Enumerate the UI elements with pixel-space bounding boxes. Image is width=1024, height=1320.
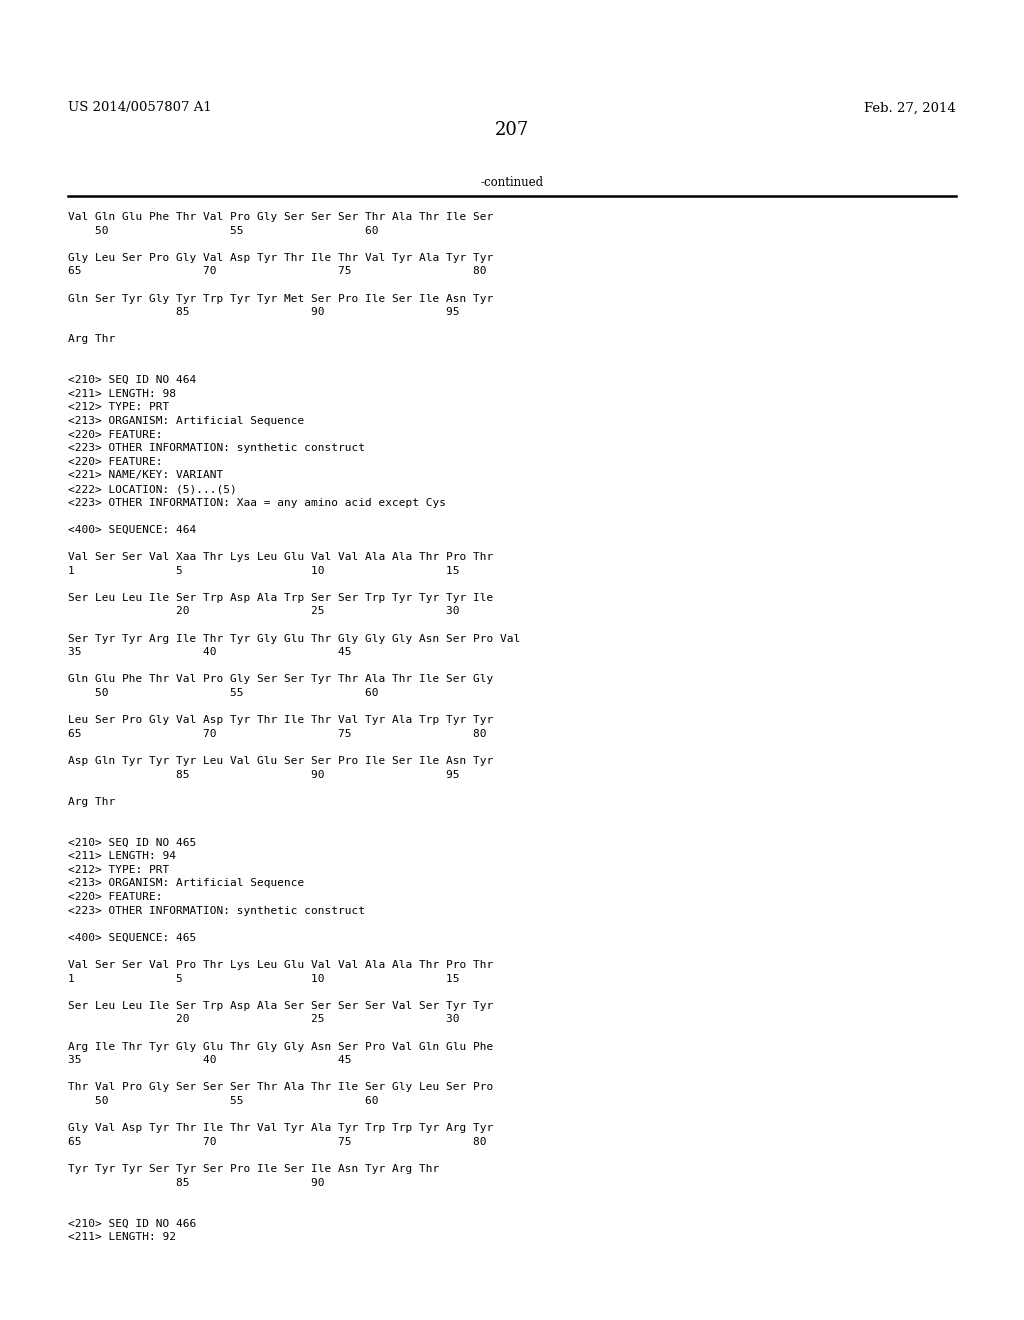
- Text: Gly Val Asp Tyr Thr Ile Thr Val Tyr Ala Tyr Trp Trp Tyr Arg Tyr: Gly Val Asp Tyr Thr Ile Thr Val Tyr Ala …: [68, 1123, 494, 1133]
- Text: 85                  90                  95: 85 90 95: [68, 308, 460, 317]
- Text: <222> LOCATION: (5)...(5): <222> LOCATION: (5)...(5): [68, 484, 237, 494]
- Text: <220> FEATURE:: <220> FEATURE:: [68, 892, 163, 902]
- Text: <223> OTHER INFORMATION: synthetic construct: <223> OTHER INFORMATION: synthetic const…: [68, 444, 365, 453]
- Text: 50                  55                  60: 50 55 60: [68, 688, 379, 698]
- Text: <211> LENGTH: 98: <211> LENGTH: 98: [68, 389, 176, 399]
- Text: 65                  70                  75                  80: 65 70 75 80: [68, 729, 486, 739]
- Text: <223> OTHER INFORMATION: synthetic construct: <223> OTHER INFORMATION: synthetic const…: [68, 906, 365, 916]
- Text: <400> SEQUENCE: 464: <400> SEQUENCE: 464: [68, 525, 197, 535]
- Text: 35                  40                  45: 35 40 45: [68, 1055, 351, 1065]
- Text: <212> TYPE: PRT: <212> TYPE: PRT: [68, 865, 169, 875]
- Text: 50                  55                  60: 50 55 60: [68, 1096, 379, 1106]
- Text: Asp Gln Tyr Tyr Tyr Leu Val Glu Ser Ser Pro Ile Ser Ile Asn Tyr: Asp Gln Tyr Tyr Tyr Leu Val Glu Ser Ser …: [68, 756, 494, 766]
- Text: US 2014/0057807 A1: US 2014/0057807 A1: [68, 102, 212, 115]
- Text: 1               5                   10                  15: 1 5 10 15: [68, 565, 460, 576]
- Text: Val Ser Ser Val Xaa Thr Lys Leu Glu Val Val Ala Ala Thr Pro Thr: Val Ser Ser Val Xaa Thr Lys Leu Glu Val …: [68, 552, 494, 562]
- Text: Arg Thr: Arg Thr: [68, 334, 116, 345]
- Text: <220> FEATURE:: <220> FEATURE:: [68, 429, 163, 440]
- Text: Gly Leu Ser Pro Gly Val Asp Tyr Thr Ile Thr Val Tyr Ala Tyr Tyr: Gly Leu Ser Pro Gly Val Asp Tyr Thr Ile …: [68, 253, 494, 263]
- Text: 20                  25                  30: 20 25 30: [68, 606, 460, 616]
- Text: <221> NAME/KEY: VARIANT: <221> NAME/KEY: VARIANT: [68, 470, 223, 480]
- Text: 85                  90: 85 90: [68, 1177, 325, 1188]
- Text: <400> SEQUENCE: 465: <400> SEQUENCE: 465: [68, 933, 197, 942]
- Text: Ser Leu Leu Ile Ser Trp Asp Ala Trp Ser Ser Trp Tyr Tyr Tyr Ile: Ser Leu Leu Ile Ser Trp Asp Ala Trp Ser …: [68, 593, 494, 603]
- Text: 20                  25                  30: 20 25 30: [68, 1014, 460, 1024]
- Text: <223> OTHER INFORMATION: Xaa = any amino acid except Cys: <223> OTHER INFORMATION: Xaa = any amino…: [68, 498, 446, 508]
- Text: Gln Ser Tyr Gly Tyr Trp Tyr Tyr Met Ser Pro Ile Ser Ile Asn Tyr: Gln Ser Tyr Gly Tyr Trp Tyr Tyr Met Ser …: [68, 293, 494, 304]
- Text: <220> FEATURE:: <220> FEATURE:: [68, 457, 163, 467]
- Text: 65                  70                  75                  80: 65 70 75 80: [68, 1137, 486, 1147]
- Text: Tyr Tyr Tyr Ser Tyr Ser Pro Ile Ser Ile Asn Tyr Arg Thr: Tyr Tyr Tyr Ser Tyr Ser Pro Ile Ser Ile …: [68, 1164, 439, 1173]
- Text: <213> ORGANISM: Artificial Sequence: <213> ORGANISM: Artificial Sequence: [68, 416, 304, 426]
- Text: Val Gln Glu Phe Thr Val Pro Gly Ser Ser Ser Thr Ala Thr Ile Ser: Val Gln Glu Phe Thr Val Pro Gly Ser Ser …: [68, 213, 494, 222]
- Text: <210> SEQ ID NO 464: <210> SEQ ID NO 464: [68, 375, 197, 385]
- Text: -continued: -continued: [480, 177, 544, 190]
- Text: 65                  70                  75                  80: 65 70 75 80: [68, 267, 486, 276]
- Text: Ser Leu Leu Ile Ser Trp Asp Ala Ser Ser Ser Ser Val Ser Tyr Tyr: Ser Leu Leu Ile Ser Trp Asp Ala Ser Ser …: [68, 1001, 494, 1011]
- Text: Gln Glu Phe Thr Val Pro Gly Ser Ser Tyr Thr Ala Thr Ile Ser Gly: Gln Glu Phe Thr Val Pro Gly Ser Ser Tyr …: [68, 675, 494, 684]
- Text: 35                  40                  45: 35 40 45: [68, 647, 351, 657]
- Text: 85                  90                  95: 85 90 95: [68, 770, 460, 780]
- Text: 207: 207: [495, 121, 529, 139]
- Text: Val Ser Ser Val Pro Thr Lys Leu Glu Val Val Ala Ala Thr Pro Thr: Val Ser Ser Val Pro Thr Lys Leu Glu Val …: [68, 960, 494, 970]
- Text: 1               5                   10                  15: 1 5 10 15: [68, 974, 460, 983]
- Text: <213> ORGANISM: Artificial Sequence: <213> ORGANISM: Artificial Sequence: [68, 878, 304, 888]
- Text: 50                  55                  60: 50 55 60: [68, 226, 379, 235]
- Text: Arg Thr: Arg Thr: [68, 797, 116, 807]
- Text: <210> SEQ ID NO 465: <210> SEQ ID NO 465: [68, 838, 197, 847]
- Text: <210> SEQ ID NO 466: <210> SEQ ID NO 466: [68, 1218, 197, 1229]
- Text: Arg Ile Thr Tyr Gly Glu Thr Gly Gly Asn Ser Pro Val Gln Glu Phe: Arg Ile Thr Tyr Gly Glu Thr Gly Gly Asn …: [68, 1041, 494, 1052]
- Text: Leu Ser Pro Gly Val Asp Tyr Thr Ile Thr Val Tyr Ala Trp Tyr Tyr: Leu Ser Pro Gly Val Asp Tyr Thr Ile Thr …: [68, 715, 494, 725]
- Text: Feb. 27, 2014: Feb. 27, 2014: [864, 102, 956, 115]
- Text: <211> LENGTH: 92: <211> LENGTH: 92: [68, 1232, 176, 1242]
- Text: Thr Val Pro Gly Ser Ser Ser Thr Ala Thr Ile Ser Gly Leu Ser Pro: Thr Val Pro Gly Ser Ser Ser Thr Ala Thr …: [68, 1082, 494, 1093]
- Text: <212> TYPE: PRT: <212> TYPE: PRT: [68, 403, 169, 412]
- Text: <211> LENGTH: 94: <211> LENGTH: 94: [68, 851, 176, 861]
- Text: Ser Tyr Tyr Arg Ile Thr Tyr Gly Glu Thr Gly Gly Gly Asn Ser Pro Val: Ser Tyr Tyr Arg Ile Thr Tyr Gly Glu Thr …: [68, 634, 520, 644]
